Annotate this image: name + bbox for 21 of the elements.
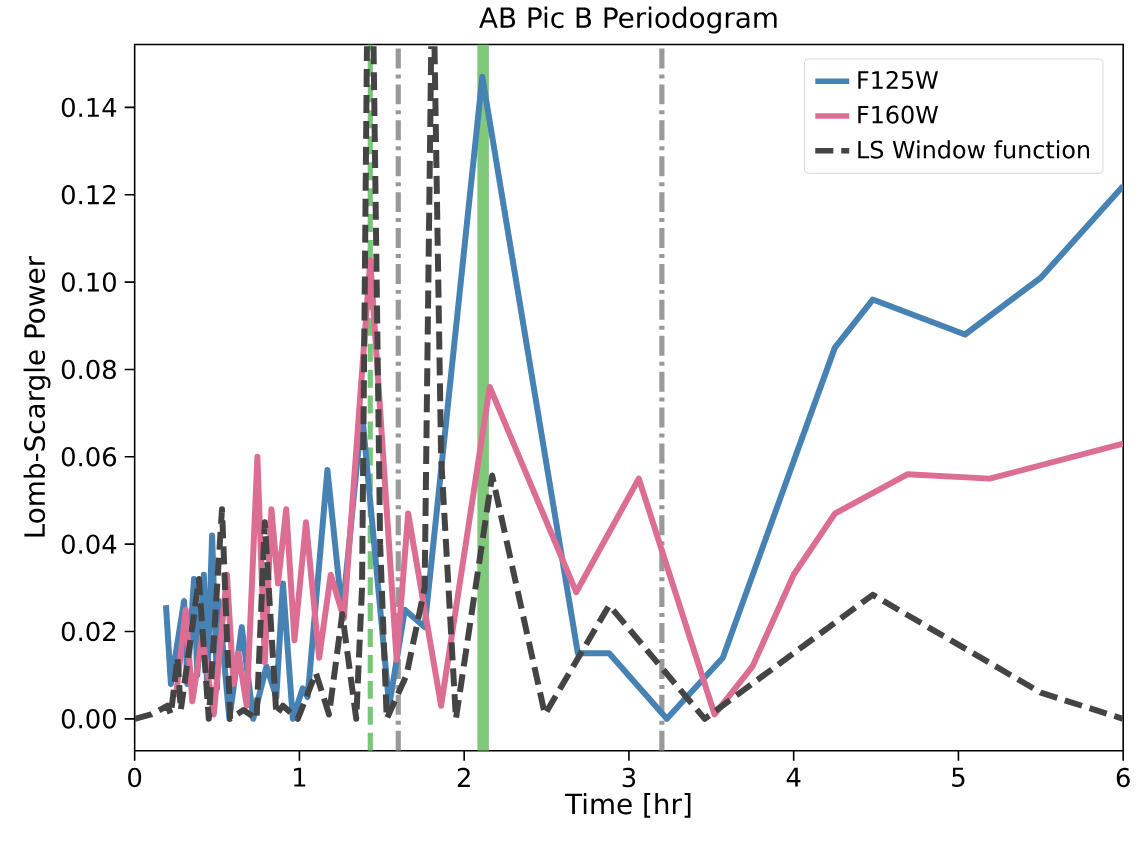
y-tick-label: 0.04 (61, 534, 117, 555)
y-tick-label: 0.14 (61, 97, 117, 118)
y-tick-label: 0.12 (61, 185, 116, 205)
y-tick-label: 0.06 (61, 447, 117, 467)
x-axis-title: Time [hr] (564, 793, 691, 819)
legend-label: LS Window function (858, 140, 1090, 159)
x-tick-label: 6 (1116, 767, 1130, 788)
x-tick-label: 4 (786, 767, 801, 787)
y-tick-label: 0.02 (61, 621, 116, 642)
x-tick-label: 5 (952, 767, 965, 788)
legend-label: F160W (858, 105, 938, 124)
y-tick-label: 0.08 (61, 359, 116, 380)
y-tick-label: 0.00 (61, 709, 116, 729)
legend-label: F125W (858, 71, 938, 90)
y-tick-label: 0.10 (61, 272, 116, 293)
y-axis-title: Lomb-Scargle Power (23, 256, 51, 537)
x-tick-label: 3 (622, 767, 636, 788)
x-tick-label: 1 (294, 767, 306, 787)
chart-title: AB Pic B Periodogram (479, 6, 777, 34)
x-tick-label: 2 (457, 767, 470, 788)
x-tick-label: 0 (128, 767, 142, 788)
